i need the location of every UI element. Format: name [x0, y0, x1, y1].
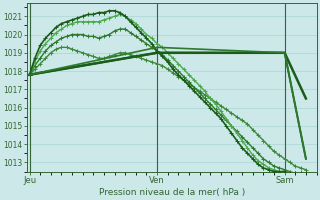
X-axis label: Pression niveau de la mer( hPa ): Pression niveau de la mer( hPa ) [99, 188, 245, 197]
